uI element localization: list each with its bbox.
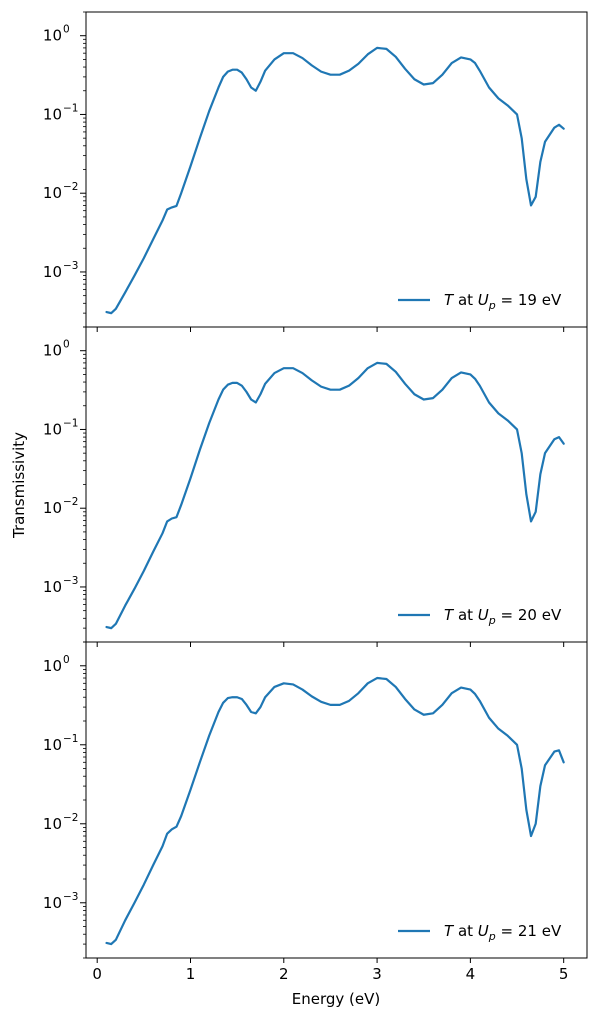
y-tick-label: 10 xyxy=(43,499,62,517)
y-tick-label: 10 xyxy=(43,263,62,281)
x-tick-label: 4 xyxy=(466,965,476,983)
y-tick-exponent: −3 xyxy=(63,260,78,272)
x-axis-label: Energy (eV) xyxy=(292,990,380,1008)
legend-label: T at Up = 19 eV xyxy=(444,291,562,312)
x-tick-label: 1 xyxy=(186,965,196,983)
y-tick-label: 10 xyxy=(43,894,62,912)
y-tick-label: 10 xyxy=(43,578,62,596)
legend-text-part: p xyxy=(488,614,496,627)
y-tick-exponent: −2 xyxy=(63,181,78,193)
y-tick-exponent: −2 xyxy=(63,496,78,508)
legend: T at Up = 21 eV xyxy=(398,922,562,943)
series-line-1 xyxy=(105,676,565,946)
legend-text-part: T xyxy=(444,606,455,624)
legend-text-part: U xyxy=(478,291,489,309)
legend-text-part: p xyxy=(488,299,496,312)
panel-3: 10−310−210−110 00 1 2 3 4 5T at Up = 21 eV xyxy=(43,641,588,983)
legend-text-part: = 19 eV xyxy=(496,291,562,309)
y-tick-label: 10 xyxy=(43,657,62,675)
legend-text-part: = 21 eV xyxy=(496,922,562,940)
legend-text-part: at xyxy=(453,291,478,309)
plot-frame xyxy=(85,641,588,959)
legend-label: T at Up = 20 eV xyxy=(444,606,562,627)
panel-2: 10−310−210−110 0T at Up = 20 eV xyxy=(43,326,588,647)
legend-label: T at Up = 21 eV xyxy=(444,922,562,943)
y-tick-label: 10 xyxy=(43,815,62,833)
legend-text-part: p xyxy=(488,930,496,943)
x-tick-label: 2 xyxy=(279,965,289,983)
y-tick-label: 10 xyxy=(43,27,62,45)
panels: 10−310−210−110 0T at Up = 19 eV10−310−210… xyxy=(43,11,588,983)
legend-text-part: at xyxy=(453,606,478,624)
plot-frame xyxy=(85,11,588,328)
legend-text-part: U xyxy=(478,606,489,624)
y-tick-label: 10 xyxy=(43,105,62,123)
legend-text-part: T xyxy=(444,291,455,309)
y-tick-label: 10 xyxy=(43,420,62,438)
legend-text-part: at xyxy=(453,922,478,940)
y-tick-label: 10 xyxy=(43,342,62,360)
y-axis-label: Transmissivity xyxy=(10,432,28,539)
y-tick-label: 10 xyxy=(43,184,62,202)
y-tick-exponent: −1 xyxy=(63,102,78,114)
legend-text-part: T xyxy=(444,922,455,940)
y-tick-exponent: 0 xyxy=(63,24,70,36)
x-tick-label: 5 xyxy=(559,965,569,983)
x-tick-label: 0 xyxy=(92,965,102,983)
y-tick-exponent: −1 xyxy=(63,733,78,745)
panel-1: 10−310−210−110 0T at Up = 19 eV xyxy=(43,11,588,332)
x-tick-label: 3 xyxy=(372,965,382,983)
plot-frame xyxy=(85,326,588,643)
y-tick-exponent: −3 xyxy=(63,575,78,587)
legend-text-part: = 20 eV xyxy=(496,606,562,624)
y-tick-exponent: −2 xyxy=(63,812,78,824)
legend: T at Up = 20 eV xyxy=(398,606,562,627)
y-tick-exponent: −1 xyxy=(63,417,78,429)
legend: T at Up = 19 eV xyxy=(398,291,562,312)
y-tick-label: 10 xyxy=(43,736,62,754)
series-line-1 xyxy=(105,361,565,630)
y-tick-exponent: 0 xyxy=(63,654,70,666)
legend-text-part: U xyxy=(478,922,489,940)
y-tick-exponent: 0 xyxy=(63,339,70,351)
y-tick-exponent: −3 xyxy=(63,891,78,903)
series-line-1 xyxy=(105,46,565,315)
